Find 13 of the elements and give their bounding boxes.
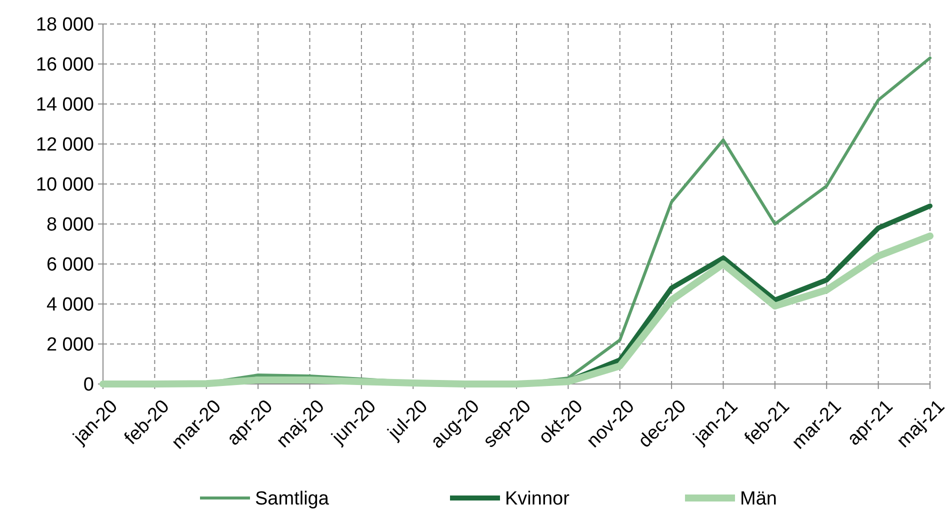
y-tick-label: 18 000 (36, 14, 94, 36)
y-tick-label: 12 000 (36, 134, 94, 156)
y-tick-label: 10 000 (36, 174, 94, 196)
legend-label: Kvinnor (505, 488, 570, 510)
y-tick-label: 0 (83, 374, 94, 396)
y-tick-label: 6 000 (46, 254, 94, 276)
y-tick-label: 8 000 (46, 214, 94, 236)
legend-label: Män (740, 488, 777, 510)
y-tick-label: 2 000 (46, 334, 94, 356)
y-tick-label: 4 000 (46, 294, 94, 316)
legend-label: Samtliga (255, 488, 330, 510)
y-tick-label: 16 000 (36, 54, 94, 76)
y-tick-label: 14 000 (36, 94, 94, 116)
